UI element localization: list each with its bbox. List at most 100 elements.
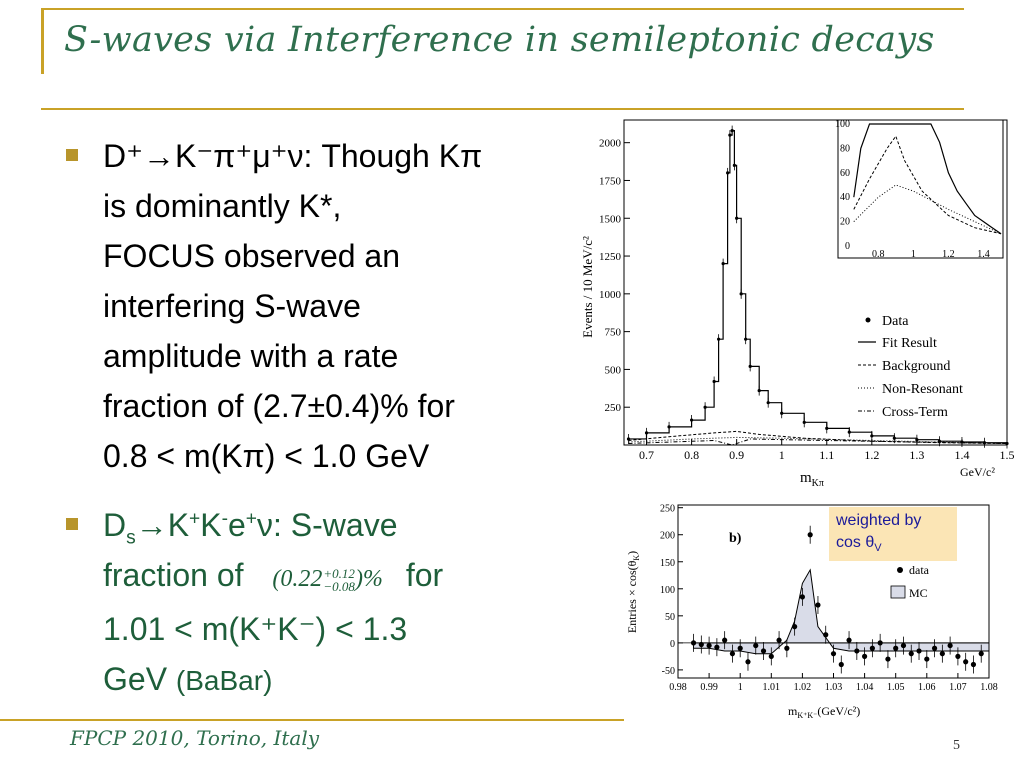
chart1-xtick-label: 0.7 [639, 448, 654, 462]
bullet-1-line: amplitude with a rate [103, 338, 399, 374]
data-point [714, 644, 720, 650]
inset-ytick-label: 80 [840, 143, 850, 154]
bullet-2-line-3: 1.01 < m(K⁺K⁻) < 1.3 [103, 611, 408, 647]
chart1-ytick-label: 1250 [599, 251, 622, 263]
focus-mass-plot: 0.7 0.8 0.9 1 1.1 1.2 1.3 1.4 1.5250500750100012… [580, 119, 1015, 489]
inset-ytick-label: 100 [835, 119, 850, 130]
legend-crossterm: Cross-Term [882, 405, 948, 420]
chart2-ytick-label: 250 [660, 504, 675, 515]
chart2-ytick-label: 0 [670, 639, 675, 650]
data-point [931, 645, 938, 651]
chart1-xtick-label: 1.4 [954, 448, 969, 462]
inset-ytick-label: 20 [840, 217, 850, 228]
chart2-xtick-label: 0.99 [700, 682, 718, 693]
chart1-xlabel: mKπ [800, 470, 824, 489]
inset-xtick-label: 1.2 [942, 249, 955, 260]
data-point [830, 651, 837, 657]
inset-ytick-label: 60 [840, 168, 850, 179]
footer-text: FPCP 2010, Torino, Italy [70, 726, 320, 750]
chart2-xtick-label: 1.07 [949, 682, 967, 693]
chart1-xtick-label: 0.9 [729, 448, 744, 462]
chart1-ytick-label: 1000 [599, 289, 622, 301]
chart1-xtick-label: 1 [779, 448, 785, 462]
inset-background-line [853, 135, 1002, 235]
data-point [846, 637, 852, 643]
data-point [877, 640, 883, 646]
slide-title: S-waves via Interference in semileptonic… [64, 20, 935, 60]
fraction-formula: (0.22 +0.12 −0.08)% [272, 566, 383, 595]
bullet-1-line: is dominantly K*, [103, 188, 342, 224]
chart1-xtick-label: 1.1 [819, 448, 834, 462]
data-point [698, 641, 704, 648]
chart1-xunit: GeV/c² [960, 465, 995, 479]
mc-histogram [692, 568, 990, 655]
bullet-1-line: fraction of (2.7±0.4)% for [103, 388, 455, 424]
chart1-ytick-label: 750 [605, 327, 622, 339]
chart2-ytick-label: -50 [662, 666, 675, 677]
chart1-ytick-label: 2000 [599, 138, 622, 150]
data-point [838, 661, 844, 668]
chart2-xtick-label: 1.02 [794, 682, 812, 693]
data-point [722, 637, 728, 643]
data-point [823, 632, 829, 638]
data-point [760, 648, 767, 654]
legend-babar-data: data [909, 563, 930, 577]
data-point [916, 648, 922, 654]
title-underline [41, 108, 964, 110]
bullet-2-line-1: Ds→K+K-e+ν: S-wave [103, 507, 398, 549]
data-point [737, 645, 743, 651]
inset-nonresonant-line [853, 184, 1002, 235]
chart1-ytick-label: 250 [605, 402, 622, 414]
chart1-ytick-label: 500 [605, 364, 622, 376]
data-point [690, 640, 697, 646]
panel-label: b) [729, 531, 742, 546]
chart1-xtick-label: 1.2 [864, 448, 879, 462]
data-point [924, 656, 930, 662]
data-point [893, 645, 899, 651]
inset-ytick-label: 40 [840, 192, 850, 203]
chart2-xtick-label: 1 [738, 682, 743, 693]
bullet-2-line-4: GeV (BaBar) [103, 661, 273, 697]
bullet-1-text: D⁺→K⁻π⁺μ⁺ν: Though Kπ is dominantly K*, … [103, 131, 578, 481]
data-point [799, 594, 805, 600]
chart1-xtick-label: 1.3 [909, 448, 924, 462]
legend-fit: Fit Result [882, 336, 937, 351]
chart1-ylabel: Events / 10 MeV/c² [580, 236, 595, 338]
inset-xtick-label: 1.4 [977, 249, 990, 260]
data-point [815, 602, 821, 608]
data-point [753, 642, 759, 649]
data-point [978, 651, 984, 657]
footer-rule [0, 719, 624, 721]
chart1-legend: Data Fit Result Background Non-Resonant … [858, 314, 963, 420]
data-point [854, 648, 860, 654]
data-point [963, 659, 969, 665]
data-point [706, 642, 712, 649]
chart2-ylabel: Entries × cos(θK) [625, 551, 641, 633]
data-point [784, 645, 790, 651]
legend-babar-mc: MC [909, 586, 928, 600]
bullet-2-text: Ds→K+K-e+ν: S-wave fraction of (0.22 +0.1… [103, 500, 578, 706]
chart1-ytick-label: 1750 [599, 175, 622, 187]
chart2-ytick-label: 100 [660, 585, 675, 596]
weighting-note: weighted by cos θV [829, 507, 957, 561]
bullet-marker [66, 149, 78, 161]
chart2-xtick-label: 1.04 [856, 682, 874, 693]
inset-xtick-label: 1 [911, 249, 916, 260]
chart2-ytick-label: 50 [665, 612, 675, 623]
bullet-marker [66, 518, 78, 530]
chart1-inset: 0.8 1 1.2 1.4 0 20 40 60 80 100 [835, 119, 1004, 260]
data-point [955, 653, 961, 659]
data-point [768, 653, 774, 659]
chart2-ytick-label: 150 [660, 558, 675, 569]
bullet-1-line: D⁺→K⁻π⁺μ⁺ν: Though Kπ [103, 138, 483, 174]
data-point [869, 645, 875, 651]
data-point [970, 661, 977, 668]
chart2-ytick-label: 200 [660, 531, 675, 542]
bullet-1-line: interfering S-wave [103, 288, 361, 324]
chart2-xtick-label: 1.06 [918, 682, 936, 693]
legend-nonresonant: Non-Resonant [882, 382, 963, 397]
bullet-1-line: 0.8 < m(Kπ) < 1.0 GeV [103, 438, 430, 474]
data-point [729, 651, 736, 657]
legend-background: Background [882, 359, 950, 374]
chart2-xtick-label: 1.05 [887, 682, 905, 693]
